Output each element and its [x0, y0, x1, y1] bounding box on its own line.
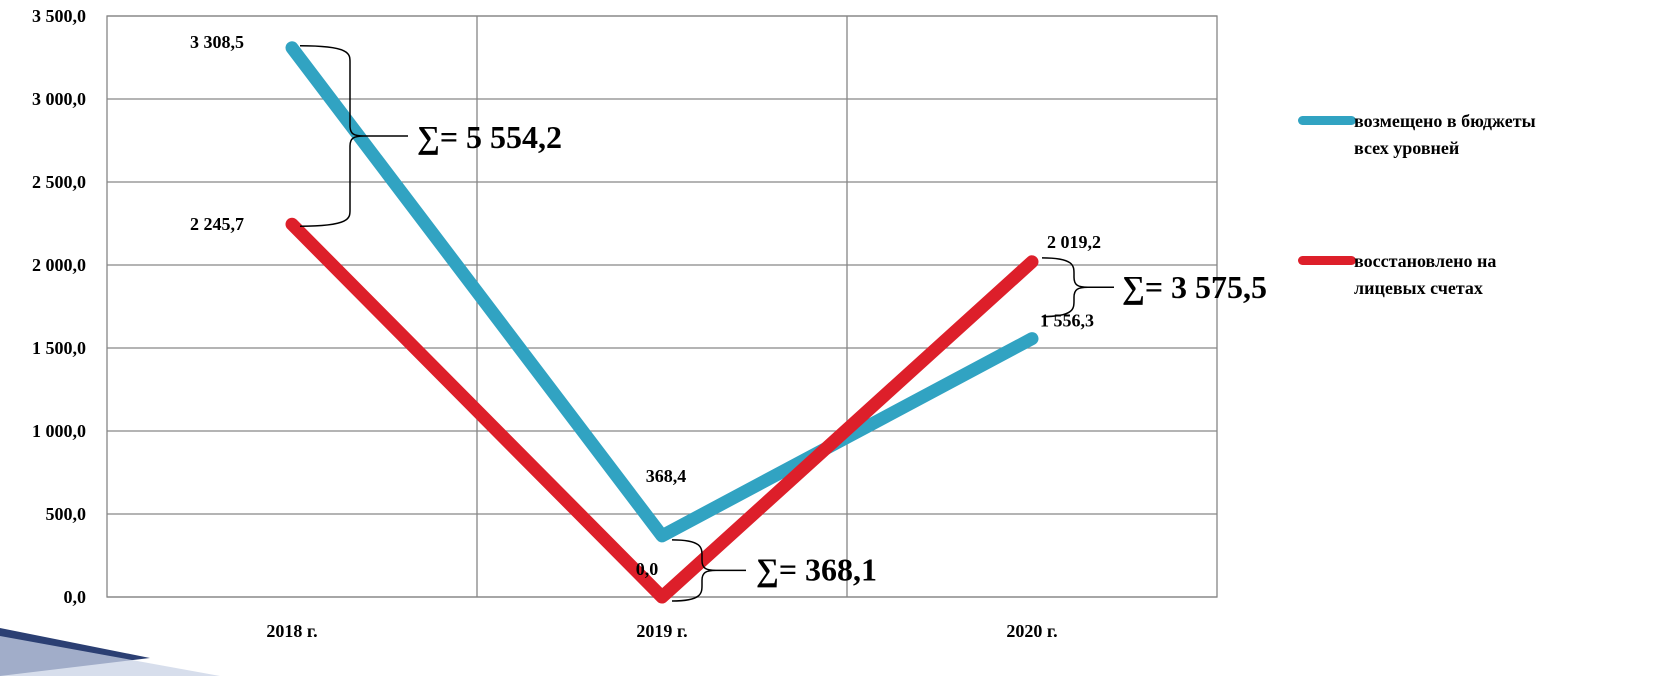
y-tick-label: 3 000,0	[32, 89, 86, 109]
y-tick-label: 0,0	[64, 587, 87, 607]
x-tick-label: 2019 г.	[636, 621, 687, 641]
y-tick-label: 500,0	[46, 504, 87, 524]
legend-swatch-1	[1298, 116, 1356, 125]
legend: возмещено в бюджеты всех уровней восстан…	[1298, 108, 1548, 248]
series-line-1	[292, 48, 1032, 536]
data-label: 2 245,7	[190, 214, 244, 234]
y-tick-label: 2 000,0	[32, 255, 86, 275]
data-label: 2 019,2	[1047, 232, 1101, 252]
x-tick-label: 2018 г.	[266, 621, 317, 641]
y-tick-label: 1 000,0	[32, 421, 86, 441]
y-tick-label: 1 500,0	[32, 338, 86, 358]
data-label: 1 556,3	[1040, 311, 1094, 331]
x-tick-label: 2020 г.	[1006, 621, 1057, 641]
data-label: 0,0	[636, 559, 659, 579]
grid-lines	[107, 16, 1217, 597]
y-axis-ticks: 0,0 500,0 1 000,0 1 500,0 2 000,0 2 500,0 3 00…	[32, 6, 86, 607]
legend-item-1: возмещено в бюджеты всех уровней	[1298, 108, 1548, 228]
sum-annotations: ∑= 5 554,2 ∑= 368,1 ∑= 3 575,5	[417, 119, 1267, 587]
data-label: 3 308,5	[190, 32, 244, 52]
decorative-corner-highlight	[0, 636, 220, 676]
y-tick-label: 3 500,0	[32, 6, 86, 26]
plot-area-border	[107, 16, 1217, 597]
data-label: 368,4	[646, 466, 687, 486]
legend-label-2: восстановлено на лицевых счетах	[1354, 248, 1564, 302]
sum-annotation: ∑= 5 554,2	[417, 119, 562, 155]
data-labels: 3 308,5 368,4 1 556,3 2 245,7 0,0 2 019,2	[190, 32, 1101, 579]
y-tick-label: 2 500,0	[32, 172, 86, 192]
x-axis-ticks: 2018 г. 2019 г. 2020 г.	[266, 621, 1057, 641]
sum-annotation: ∑= 368,1	[756, 551, 877, 587]
sum-annotation: ∑= 3 575,5	[1122, 269, 1267, 305]
sum-brace	[1042, 258, 1088, 317]
legend-swatch-2	[1298, 256, 1356, 265]
legend-label-1: возмещено в бюджеты всех уровней	[1354, 108, 1564, 162]
